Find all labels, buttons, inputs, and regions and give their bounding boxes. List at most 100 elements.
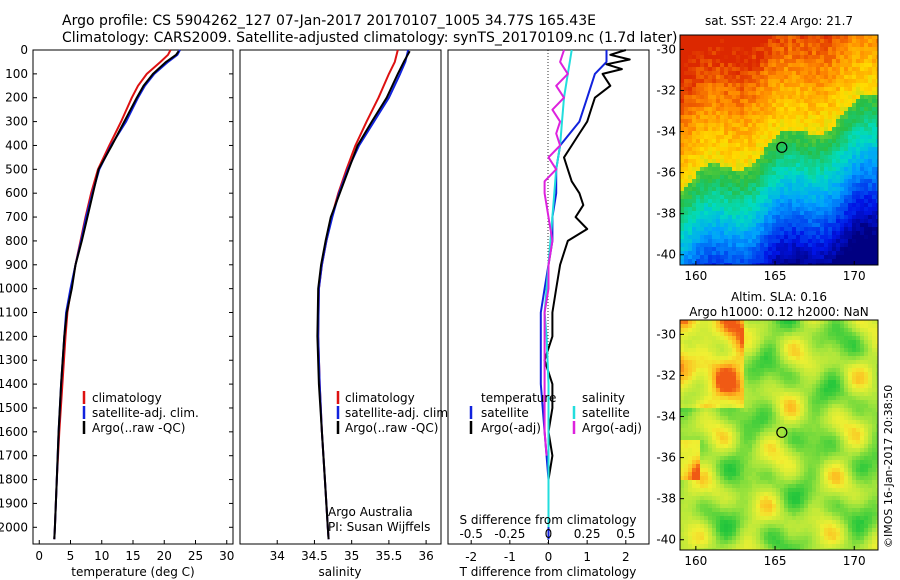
map-cell [744,207,749,212]
map-cell [688,195,693,200]
map-cell [748,243,753,248]
map-cell [844,183,849,188]
map-cell [808,47,813,52]
map-cell [840,420,845,425]
salinity-ticks: 34 34.5 35 35.5 36 [270,540,434,563]
y-tick-label: -32 [656,83,676,97]
map-cell [692,320,697,325]
map-cell [804,420,809,425]
map-cell [836,384,841,389]
map-cell [712,167,717,172]
map-cell [744,332,749,337]
map-cell [756,436,761,441]
map-cell [876,259,878,264]
map-cell [772,179,777,184]
map-cell [868,448,873,453]
map-cell [800,215,805,220]
map-cell [864,47,869,52]
map-cell [872,420,877,425]
map-cell [804,376,809,381]
map-cell [748,388,753,393]
map-cell [756,428,761,433]
map-cell [716,131,721,136]
map-cell [720,131,725,136]
map-cell [792,59,797,64]
map-cell [692,47,697,52]
difference-profiles [539,49,631,540]
map-cell [852,47,857,52]
map-cell [688,368,693,373]
map-cell [804,131,809,136]
map-cell [728,332,733,337]
map-cell [804,408,809,413]
map-cell [696,63,701,68]
map-cell [764,420,769,425]
map-cell [796,91,801,96]
map-cell [740,263,745,265]
map-cell [812,179,817,184]
map-cell [680,464,685,469]
map-cell [820,428,825,433]
map-cell [788,448,793,453]
map-cell [736,207,741,212]
map-cell [824,215,829,220]
map-cell [848,91,853,96]
map-cell [852,356,857,361]
map-cell [836,380,841,385]
map-cell [856,143,861,148]
map-cell [840,91,845,96]
map-cell [736,376,741,381]
map-cell [852,175,857,180]
map-cell [680,255,685,260]
map-cell [708,356,713,361]
map-cell [816,103,821,108]
map-cell [760,75,765,80]
map-cell [848,356,853,361]
map-cell [716,380,721,385]
map-cell [832,71,837,76]
map-cell [840,380,845,385]
map-cell [708,440,713,445]
map-cell [680,432,685,437]
map-cell [792,159,797,164]
map-cell [852,95,857,100]
map-cell [748,79,753,84]
map-cell [688,424,693,429]
map-cell [756,123,761,128]
map-cell [812,95,817,100]
map-cell [680,175,685,180]
map-cell [860,79,865,84]
map-cell [732,55,737,60]
map-cell [732,143,737,148]
map-cell [864,143,869,148]
map-cell [700,424,705,429]
map-cell [696,139,701,144]
credit-pi: PI: Susan Wijffels [328,520,430,534]
map-cell [768,227,773,232]
map-cell [692,147,697,152]
map-cell [764,215,769,220]
map-cell [872,83,877,88]
map-cell [844,456,849,461]
map-cell [796,87,801,92]
map-cell [780,372,785,377]
map-cell [752,448,757,453]
map-cell [692,223,697,228]
map-cell [716,412,721,417]
map-cell [724,464,729,469]
map-cell [740,107,745,112]
map-cell [800,251,805,256]
map-cell [720,368,725,373]
map-cell [796,452,801,457]
map-cell [728,99,733,104]
map-cell [708,263,713,265]
map-cell [748,199,753,204]
map-cell [816,440,821,445]
map-cell [700,344,705,349]
map-cell [696,167,701,172]
map-cell [764,456,769,461]
map-cell [812,43,817,48]
map-cell [868,360,873,365]
map-cell [776,127,781,132]
map-cell [784,191,789,196]
